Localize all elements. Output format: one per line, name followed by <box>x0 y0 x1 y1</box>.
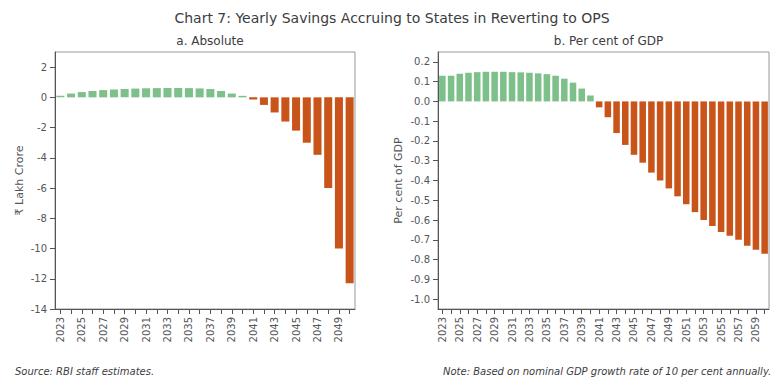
svg-text:2045: 2045 <box>628 317 639 342</box>
svg-text:2029: 2029 <box>489 317 500 342</box>
svg-text:-0.6: -0.6 <box>410 215 430 226</box>
svg-text:2051: 2051 <box>681 317 692 342</box>
svg-text:2029: 2029 <box>119 317 130 342</box>
svg-text:2027: 2027 <box>472 317 483 342</box>
svg-text:2023: 2023 <box>437 317 448 342</box>
svg-text:2055: 2055 <box>716 317 727 342</box>
svg-text:2023: 2023 <box>55 317 66 342</box>
svg-text:2041: 2041 <box>248 317 259 342</box>
svg-text:-6: -6 <box>37 183 47 194</box>
svg-text:0: 0 <box>41 92 47 103</box>
svg-text:2045: 2045 <box>291 317 302 342</box>
svg-text:-8: -8 <box>37 213 47 224</box>
svg-text:2047: 2047 <box>646 317 657 342</box>
svg-text:-0.7: -0.7 <box>410 234 430 245</box>
svg-text:-4: -4 <box>37 152 47 163</box>
svg-text:2031: 2031 <box>141 317 152 342</box>
svg-text:2033: 2033 <box>524 317 535 342</box>
svg-text:-14: -14 <box>31 304 47 315</box>
svg-text:2025: 2025 <box>76 317 87 342</box>
svg-text:-1.0: -1.0 <box>410 294 430 305</box>
svg-text:2: 2 <box>41 62 47 73</box>
svg-text:2041: 2041 <box>594 317 605 342</box>
svg-text:2039: 2039 <box>226 317 237 342</box>
svg-text:2043: 2043 <box>611 317 622 342</box>
svg-text:0.1: 0.1 <box>414 76 430 87</box>
svg-text:2035: 2035 <box>183 317 194 342</box>
svg-text:2053: 2053 <box>698 317 709 342</box>
svg-text:2037: 2037 <box>205 317 216 342</box>
svg-text:2037: 2037 <box>559 317 570 342</box>
svg-text:Chart 7: Yearly Savings Accrui: Chart 7: Yearly Savings Accruing to Stat… <box>174 10 609 26</box>
svg-text:0.2: 0.2 <box>414 56 430 67</box>
svg-text:Per cent of GDP: Per cent of GDP <box>392 137 405 224</box>
svg-text:2039: 2039 <box>576 317 587 342</box>
svg-text:2025: 2025 <box>454 317 465 342</box>
svg-text:2047: 2047 <box>312 317 323 342</box>
svg-text:2049: 2049 <box>663 317 674 342</box>
svg-text:2033: 2033 <box>162 317 173 342</box>
svg-text:-0.8: -0.8 <box>410 254 430 265</box>
svg-text:-0.1: -0.1 <box>410 116 430 127</box>
svg-text:-10: -10 <box>31 243 47 254</box>
svg-text:₹ Lakh Crore: ₹ Lakh Crore <box>13 145 26 215</box>
svg-text:-0.4: -0.4 <box>410 175 430 186</box>
svg-text:-0.9: -0.9 <box>410 274 430 285</box>
svg-text:2043: 2043 <box>269 317 280 342</box>
svg-text:-0.3: -0.3 <box>410 155 430 166</box>
svg-text:Note: Based on nominal GDP gro: Note: Based on nominal GDP growth rate o… <box>443 366 771 377</box>
svg-text:2059: 2059 <box>750 317 761 342</box>
svg-text:-12: -12 <box>31 273 47 284</box>
svg-text:2057: 2057 <box>733 317 744 342</box>
svg-text:2031: 2031 <box>507 317 518 342</box>
svg-text:-0.5: -0.5 <box>410 195 430 206</box>
svg-text:0.0: 0.0 <box>414 96 430 107</box>
svg-text:b. Per cent of GDP: b. Per cent of GDP <box>554 34 663 48</box>
svg-text:a. Absolute: a. Absolute <box>176 34 243 48</box>
svg-text:Source: RBI staff estimates.: Source: RBI staff estimates. <box>15 366 154 377</box>
svg-text:-0.2: -0.2 <box>410 135 430 146</box>
svg-text:-2: -2 <box>37 122 47 133</box>
svg-text:2049: 2049 <box>333 317 344 342</box>
svg-text:2027: 2027 <box>98 317 109 342</box>
svg-text:2035: 2035 <box>541 317 552 342</box>
